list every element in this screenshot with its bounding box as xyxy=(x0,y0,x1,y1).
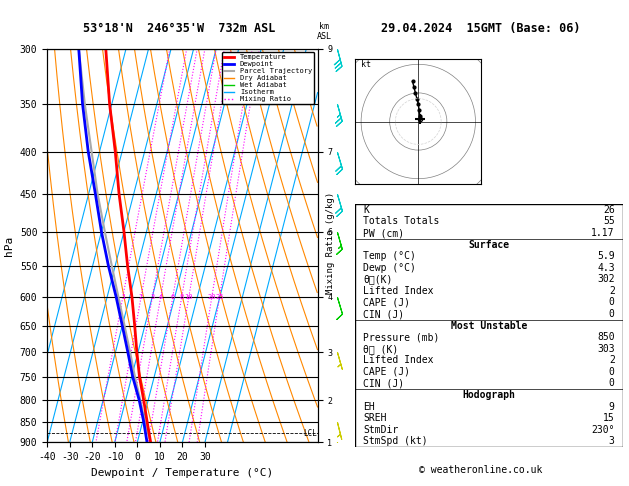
Text: 303: 303 xyxy=(597,344,615,354)
Text: Hodograph: Hodograph xyxy=(462,390,516,400)
Text: 2: 2 xyxy=(139,294,143,300)
Text: CAPE (J): CAPE (J) xyxy=(364,367,410,377)
Text: 302: 302 xyxy=(597,274,615,284)
Text: 55: 55 xyxy=(603,216,615,226)
Text: StmSpd (kt): StmSpd (kt) xyxy=(364,436,428,446)
Text: 0: 0 xyxy=(609,297,615,308)
Text: 0: 0 xyxy=(609,367,615,377)
Text: 0: 0 xyxy=(609,309,615,319)
Text: Lifted Index: Lifted Index xyxy=(364,286,434,296)
Text: 53°18'N  246°35'W  732m ASL: 53°18'N 246°35'W 732m ASL xyxy=(83,22,276,35)
Legend: Temperature, Dewpoint, Parcel Trajectory, Dry Adiabat, Wet Adiabat, Isotherm, Mi: Temperature, Dewpoint, Parcel Trajectory… xyxy=(222,52,314,104)
Text: Dewp (°C): Dewp (°C) xyxy=(364,263,416,273)
Text: 4.3: 4.3 xyxy=(597,263,615,273)
Text: 6: 6 xyxy=(170,294,175,300)
Text: 25: 25 xyxy=(215,294,224,300)
Text: EH: EH xyxy=(364,401,375,412)
Text: 29.04.2024  15GMT (Base: 06): 29.04.2024 15GMT (Base: 06) xyxy=(381,22,581,35)
Text: 1.17: 1.17 xyxy=(591,228,615,238)
Text: 1: 1 xyxy=(121,294,125,300)
Text: 2: 2 xyxy=(609,355,615,365)
Text: Mixing Ratio (g/kg): Mixing Ratio (g/kg) xyxy=(326,192,335,294)
Text: PW (cm): PW (cm) xyxy=(364,228,404,238)
Text: km
ASL: km ASL xyxy=(316,22,331,41)
Text: CIN (J): CIN (J) xyxy=(364,379,404,388)
Text: SREH: SREH xyxy=(364,413,387,423)
Text: 4: 4 xyxy=(159,294,163,300)
Text: CAPE (J): CAPE (J) xyxy=(364,297,410,308)
Text: 8: 8 xyxy=(179,294,184,300)
Text: 20: 20 xyxy=(208,294,216,300)
Text: 9: 9 xyxy=(609,401,615,412)
Text: Temp (°C): Temp (°C) xyxy=(364,251,416,261)
Text: 15: 15 xyxy=(603,413,615,423)
Text: 3: 3 xyxy=(609,436,615,446)
Text: kt: kt xyxy=(361,60,371,69)
Text: Surface: Surface xyxy=(469,240,509,250)
Text: θᴇ(K): θᴇ(K) xyxy=(364,274,392,284)
Text: θᴇ (K): θᴇ (K) xyxy=(364,344,399,354)
Text: Most Unstable: Most Unstable xyxy=(451,321,527,330)
Text: K: K xyxy=(364,205,369,215)
Text: © weatheronline.co.uk: © weatheronline.co.uk xyxy=(420,465,543,475)
Text: 850: 850 xyxy=(597,332,615,342)
Y-axis label: hPa: hPa xyxy=(4,235,14,256)
Text: 10: 10 xyxy=(184,294,193,300)
Text: Pressure (mb): Pressure (mb) xyxy=(364,332,440,342)
Text: 3: 3 xyxy=(150,294,155,300)
Text: Lifted Index: Lifted Index xyxy=(364,355,434,365)
Text: CIN (J): CIN (J) xyxy=(364,309,404,319)
Text: 0: 0 xyxy=(609,379,615,388)
Text: 5.9: 5.9 xyxy=(597,251,615,261)
Text: 230°: 230° xyxy=(591,425,615,435)
Text: 2: 2 xyxy=(609,286,615,296)
X-axis label: Dewpoint / Temperature (°C): Dewpoint / Temperature (°C) xyxy=(91,468,274,478)
Text: StmDir: StmDir xyxy=(364,425,399,435)
Text: 26: 26 xyxy=(603,205,615,215)
Text: LCL: LCL xyxy=(303,429,317,438)
Text: Totals Totals: Totals Totals xyxy=(364,216,440,226)
